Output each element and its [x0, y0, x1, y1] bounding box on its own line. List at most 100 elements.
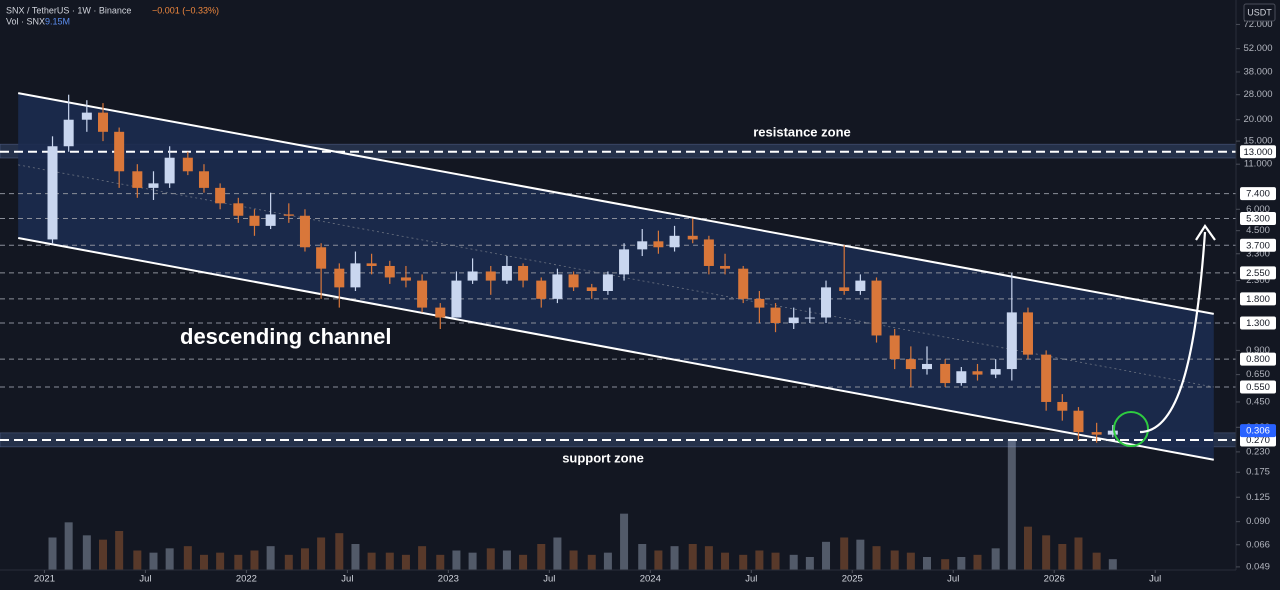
- volume-bar: [1007, 440, 1016, 570]
- volume-bar: [165, 548, 174, 570]
- candle-body: [518, 265, 529, 281]
- volume-bar: [923, 557, 931, 570]
- volume-bar: [755, 550, 764, 570]
- y-tick-label: 15.000: [1243, 136, 1272, 147]
- volume-bar: [957, 557, 966, 570]
- currency-button[interactable]: USDT: [1243, 3, 1276, 22]
- y-tick-label: 0.090: [1246, 516, 1270, 527]
- volume-bar: [1074, 537, 1083, 570]
- candle-body: [972, 371, 983, 375]
- level-tag: [1240, 292, 1276, 306]
- candle-body: [788, 317, 799, 324]
- candle-body: [669, 235, 680, 248]
- x-tick-label: Jul: [139, 574, 151, 585]
- candle-body: [602, 274, 613, 291]
- y-tick-label: 38.000: [1243, 66, 1272, 77]
- y-tick-label: 52.000: [1243, 43, 1272, 54]
- x-tick-label: Jul: [745, 574, 757, 585]
- y-tick-label: 0.049: [1246, 561, 1270, 572]
- level-tag: [1240, 238, 1276, 252]
- volume-bar: [941, 559, 950, 570]
- candle-body: [568, 274, 579, 288]
- candle-body: [905, 359, 916, 370]
- candle-body: [164, 157, 175, 184]
- volume-bar: [351, 544, 360, 570]
- volume-bar: [183, 546, 192, 570]
- projection-arrow: [1139, 231, 1207, 434]
- volume-bar: [266, 546, 275, 570]
- candle-body: [400, 277, 411, 281]
- candle-body: [653, 241, 664, 248]
- candle-body: [586, 287, 597, 291]
- candle-body: [754, 298, 765, 308]
- candle-body: [350, 263, 361, 288]
- level-label: 0.800: [1246, 354, 1270, 365]
- volume-value: 9.15M: [45, 16, 70, 26]
- symbol: SNX / TetherUS · 1W · Binance: [6, 5, 131, 15]
- volume-bar: [385, 552, 394, 570]
- volume-bar: [199, 554, 208, 570]
- level-label: 2.550: [1246, 268, 1270, 279]
- volume-bar: [805, 557, 814, 570]
- y-tick-label: 0.650: [1246, 369, 1270, 380]
- y-tick-label: 28.000: [1243, 89, 1272, 100]
- candle-body: [720, 265, 731, 269]
- arrow-head: [1195, 224, 1216, 241]
- highlight-circle: [1113, 411, 1149, 447]
- candle-body: [703, 239, 714, 266]
- volume-bar: [1042, 535, 1051, 570]
- candle-body: [738, 268, 749, 299]
- x-tick-label: 2025: [842, 574, 863, 585]
- volume-bar: [216, 552, 225, 570]
- volume-bar: [1023, 526, 1032, 570]
- volume-bar: [670, 546, 679, 570]
- volume-bar: [638, 544, 647, 570]
- level-tag: [1240, 145, 1276, 159]
- level-label: 0.550: [1246, 382, 1270, 393]
- volume-bar: [620, 513, 629, 570]
- volume-bar: [1058, 544, 1067, 570]
- x-tick-label: 2022: [236, 574, 257, 585]
- volume-bar: [149, 552, 158, 570]
- candle-body: [435, 307, 446, 318]
- y-tick-label: 0.175: [1246, 467, 1270, 478]
- volume-bar: [300, 548, 309, 570]
- level-label: 3.700: [1246, 240, 1270, 251]
- channel-lower: [17, 236, 1214, 461]
- candle-body: [316, 247, 327, 269]
- currency-box[interactable]: [1243, 3, 1276, 22]
- level-label: 13.000: [1243, 147, 1272, 158]
- candle-body: [821, 287, 832, 318]
- x-tick-label: Jul: [341, 574, 353, 585]
- candle-body: [871, 280, 882, 336]
- volume-bar: [436, 554, 445, 570]
- volume-bar: [64, 522, 73, 570]
- candle-body: [770, 307, 781, 324]
- volume-bar: [553, 537, 562, 570]
- candle-body: [366, 263, 377, 266]
- y-tick-label: 4.500: [1246, 225, 1270, 236]
- y-tick-label: 6.000: [1246, 204, 1270, 215]
- candle-body: [687, 235, 698, 240]
- volume-bar: [688, 544, 697, 570]
- candle-body: [299, 215, 310, 248]
- zone-label: support zone: [562, 450, 644, 465]
- volume-bar: [537, 544, 546, 570]
- candle-body: [283, 214, 294, 216]
- candle-body: [98, 112, 108, 132]
- volume-bar: [335, 533, 344, 570]
- channel-upper: [17, 92, 1214, 315]
- level-tag: [1240, 380, 1276, 394]
- volume-bar: [486, 548, 495, 570]
- volume-bar: [133, 550, 142, 570]
- y-tick-label: 20.000: [1243, 114, 1272, 125]
- y-tick-label: 11.000: [1244, 159, 1272, 170]
- candle-body: [148, 183, 159, 188]
- candle-body: [249, 215, 260, 226]
- candle-body: [215, 187, 226, 204]
- volume-bar: [1108, 559, 1117, 570]
- candle-body: [855, 280, 866, 291]
- currency[interactable]: USDT: [1247, 7, 1272, 17]
- volume-bar: [973, 554, 982, 570]
